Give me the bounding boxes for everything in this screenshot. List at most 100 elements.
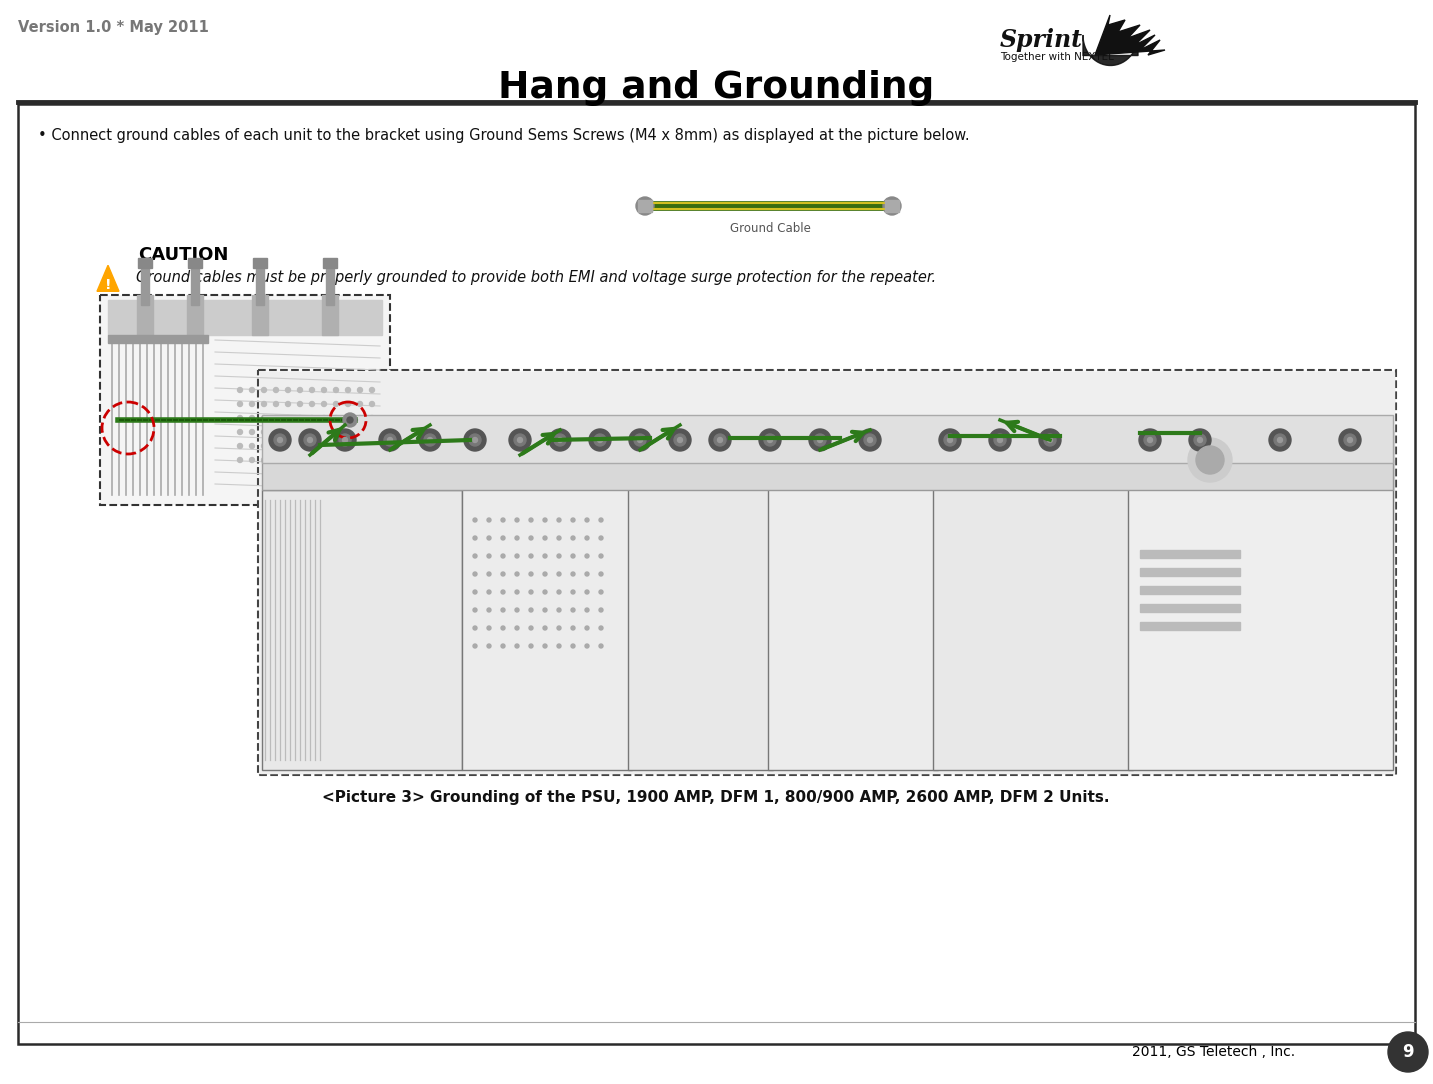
Circle shape bbox=[345, 387, 351, 392]
Circle shape bbox=[599, 572, 603, 576]
Circle shape bbox=[514, 535, 519, 540]
Text: Version 1.0 * May 2011: Version 1.0 * May 2011 bbox=[19, 20, 209, 35]
Circle shape bbox=[473, 608, 477, 612]
Circle shape bbox=[599, 608, 603, 612]
Bar bbox=[1141, 622, 1240, 630]
Circle shape bbox=[598, 438, 602, 442]
Circle shape bbox=[357, 457, 363, 463]
Circle shape bbox=[1144, 434, 1156, 446]
Circle shape bbox=[285, 429, 291, 435]
Bar bbox=[254, 258, 267, 268]
Circle shape bbox=[543, 608, 547, 612]
Circle shape bbox=[334, 387, 338, 392]
Circle shape bbox=[817, 438, 823, 442]
Circle shape bbox=[274, 401, 278, 406]
Circle shape bbox=[557, 608, 560, 612]
Circle shape bbox=[997, 438, 1003, 442]
Bar bbox=[1141, 550, 1240, 558]
Circle shape bbox=[298, 457, 302, 463]
Circle shape bbox=[995, 434, 1006, 446]
Circle shape bbox=[502, 554, 504, 558]
Circle shape bbox=[249, 415, 255, 421]
Circle shape bbox=[261, 443, 267, 449]
Circle shape bbox=[557, 644, 560, 648]
Circle shape bbox=[514, 590, 519, 594]
Circle shape bbox=[1198, 438, 1202, 442]
Bar bbox=[138, 258, 152, 268]
Circle shape bbox=[321, 415, 327, 421]
Circle shape bbox=[340, 434, 351, 446]
Circle shape bbox=[274, 434, 287, 446]
Circle shape bbox=[298, 401, 302, 406]
Circle shape bbox=[939, 429, 962, 451]
Circle shape bbox=[384, 434, 396, 446]
Bar bbox=[1141, 586, 1240, 594]
Circle shape bbox=[378, 429, 401, 451]
Circle shape bbox=[599, 644, 603, 648]
Circle shape bbox=[858, 429, 881, 451]
Circle shape bbox=[585, 590, 589, 594]
Circle shape bbox=[585, 644, 589, 648]
Circle shape bbox=[370, 415, 374, 421]
Circle shape bbox=[238, 387, 242, 392]
Bar bbox=[628, 450, 772, 770]
Circle shape bbox=[469, 434, 481, 446]
Circle shape bbox=[714, 434, 727, 446]
Circle shape bbox=[473, 590, 477, 594]
Circle shape bbox=[261, 415, 267, 421]
Circle shape bbox=[487, 644, 492, 648]
Circle shape bbox=[345, 401, 351, 406]
Circle shape bbox=[1274, 434, 1285, 446]
Circle shape bbox=[249, 401, 255, 406]
Circle shape bbox=[1045, 434, 1056, 446]
Bar bbox=[258, 370, 1396, 775]
Polygon shape bbox=[97, 266, 119, 292]
Circle shape bbox=[629, 429, 651, 451]
Circle shape bbox=[599, 590, 603, 594]
Bar bbox=[262, 415, 1393, 463]
Circle shape bbox=[502, 518, 504, 522]
Circle shape bbox=[347, 417, 353, 423]
Circle shape bbox=[1197, 446, 1224, 474]
Circle shape bbox=[298, 415, 302, 421]
Circle shape bbox=[557, 625, 560, 630]
Circle shape bbox=[585, 625, 589, 630]
Circle shape bbox=[514, 434, 526, 446]
Circle shape bbox=[473, 438, 477, 442]
Circle shape bbox=[517, 438, 523, 442]
Bar bbox=[768, 440, 939, 770]
Bar bbox=[100, 295, 390, 505]
Circle shape bbox=[473, 554, 477, 558]
Circle shape bbox=[418, 429, 441, 451]
Circle shape bbox=[867, 438, 873, 442]
Text: Sprint: Sprint bbox=[1000, 28, 1083, 52]
Circle shape bbox=[487, 625, 492, 630]
Circle shape bbox=[585, 572, 589, 576]
Circle shape bbox=[1139, 429, 1161, 451]
Circle shape bbox=[310, 387, 314, 392]
Circle shape bbox=[1270, 429, 1291, 451]
Circle shape bbox=[285, 415, 291, 421]
Circle shape bbox=[759, 429, 781, 451]
Circle shape bbox=[570, 625, 575, 630]
Circle shape bbox=[585, 535, 589, 540]
Circle shape bbox=[1277, 438, 1283, 442]
Circle shape bbox=[299, 429, 321, 451]
Bar bbox=[252, 295, 268, 335]
Bar bbox=[1141, 568, 1240, 576]
Circle shape bbox=[370, 443, 374, 449]
Circle shape bbox=[633, 434, 646, 446]
Circle shape bbox=[543, 518, 547, 522]
Circle shape bbox=[810, 429, 831, 451]
Circle shape bbox=[310, 457, 314, 463]
Circle shape bbox=[387, 438, 393, 442]
Circle shape bbox=[709, 429, 731, 451]
Circle shape bbox=[261, 429, 267, 435]
Circle shape bbox=[298, 429, 302, 435]
Bar bbox=[257, 260, 264, 305]
Bar bbox=[19, 104, 1414, 1044]
Circle shape bbox=[585, 608, 589, 612]
Text: !: ! bbox=[105, 278, 112, 292]
Circle shape bbox=[502, 572, 504, 576]
Circle shape bbox=[599, 554, 603, 558]
